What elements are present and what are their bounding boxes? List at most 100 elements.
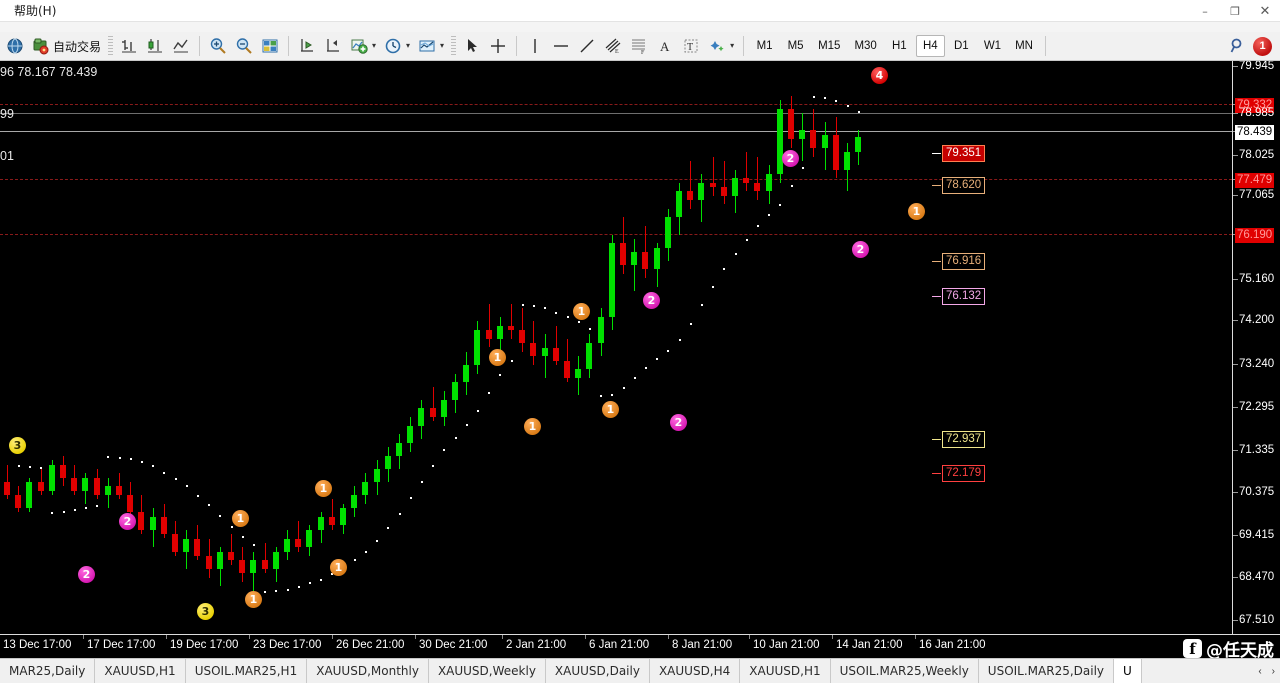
wave-marker-1[interactable]: 1 [524, 418, 541, 435]
indicators-caret-icon[interactable]: ▾ [372, 41, 377, 50]
price-tag-76916[interactable]: 76.916 [931, 253, 986, 270]
price-tag-78620[interactable]: 78.620 [931, 177, 986, 194]
toolbar-gripper-2[interactable] [451, 36, 457, 56]
price-tag-72937[interactable]: 72.937 [931, 431, 986, 448]
wave-marker-2[interactable]: 2 [852, 241, 869, 258]
wave-marker-1[interactable]: 1 [573, 303, 590, 320]
tab-prev-icon[interactable]: ‹ [1258, 665, 1262, 677]
price-scale[interactable]: 79.945 79.332 78.985 78.439 78.025 77.479 77.0… [1232, 61, 1280, 634]
wave-marker-3[interactable]: 3 [197, 603, 214, 620]
timeframe-mn[interactable]: MN [1015, 40, 1033, 52]
sar-dot [812, 95, 815, 98]
period-button[interactable]: ▾ [380, 33, 414, 59]
candle-body [295, 538, 302, 548]
timeframe-m15[interactable]: M15 [818, 40, 841, 52]
sar-dot [208, 504, 211, 507]
toolbar-gripper[interactable] [108, 36, 114, 56]
wave-marker-2[interactable]: 2 [670, 414, 687, 431]
wave-marker-1[interactable]: 1 [330, 559, 347, 576]
chart-tab-8[interactable]: USOIL.MAR25,Weekly [831, 659, 979, 683]
objects-button[interactable]: ▾ [704, 33, 738, 59]
sar-dot [611, 393, 614, 396]
sar-dot [633, 376, 636, 379]
price-tag-79351[interactable]: 79.351 [931, 145, 986, 162]
timeframe-d1[interactable]: D1 [953, 40, 969, 52]
indicators-button[interactable]: ▾ [346, 33, 380, 59]
wave-marker-1[interactable]: 1 [245, 591, 262, 608]
wave-marker-4[interactable]: 4 [871, 67, 888, 84]
chart-tab-7[interactable]: XAUUSD,H1 [740, 659, 831, 683]
wave-marker-1[interactable]: 1 [908, 203, 925, 220]
tab-next-icon[interactable]: › [1271, 665, 1275, 677]
wave-marker-3[interactable]: 3 [9, 437, 26, 454]
chart-tab-bar[interactable]: MAR25,Daily XAUUSD,H1 USOIL.MAR25,H1 XAUUSD… [0, 658, 1280, 683]
zoom-out-button[interactable] [231, 33, 257, 59]
time-tick [166, 635, 167, 639]
time-scale[interactable]: 13 Dec 17:00 17 Dec 17:00 19 Dec 17:00 23 D… [0, 634, 1280, 658]
text-button[interactable]: A [652, 33, 678, 59]
timeframe-h4[interactable]: H4 [915, 35, 945, 57]
chart-plot[interactable]: 96 78.167 78.439 99 01 3 2 2 3 1 1 1 1 1 1 1 1 2 2 2 2 1… [0, 61, 1232, 634]
wave-marker-1[interactable]: 1 [489, 349, 506, 366]
wave-marker-1[interactable]: 1 [232, 510, 249, 527]
notification-badge[interactable]: 1 [1253, 36, 1272, 56]
zoom-in-button[interactable] [205, 33, 231, 59]
timeframe-h1[interactable]: H1 [891, 40, 907, 52]
close-icon[interactable]: ✕ [1259, 3, 1271, 19]
price-scale-label-74200: 74.200 [1239, 314, 1275, 326]
timeframe-m1[interactable]: M1 [756, 40, 773, 52]
wave-marker-2[interactable]: 2 [782, 150, 799, 167]
price-scale-label-75160: 75.160 [1239, 273, 1275, 285]
chart-tab-3[interactable]: XAUUSD,Monthly [307, 659, 429, 683]
equidistant-channel-button[interactable]: E [600, 33, 626, 59]
line-chart-button[interactable] [168, 33, 194, 59]
tile-windows-button[interactable] [257, 33, 283, 59]
search-icon[interactable] [1229, 37, 1247, 55]
chart-tab-5[interactable]: XAUUSD,Daily [546, 659, 650, 683]
chart-tab-10[interactable]: U [1114, 659, 1142, 683]
chart-tab-2[interactable]: USOIL.MAR25,H1 [186, 659, 308, 683]
chart-tab-0[interactable]: MAR25,Daily [0, 659, 96, 683]
chart-tab-9[interactable]: USOIL.MAR25,Daily [979, 659, 1115, 683]
crosshair-button[interactable] [485, 33, 511, 59]
globe-button[interactable] [2, 33, 28, 59]
chart-tab-4[interactable]: XAUUSD,Weekly [429, 659, 546, 683]
autotrading-button[interactable]: 自动交易 [28, 33, 105, 59]
objects-caret-icon[interactable]: ▾ [730, 41, 735, 50]
chart-area[interactable]: 96 78.167 78.439 99 01 3 2 2 3 1 1 1 1 1 1 1 1 2 2 2 2 1… [0, 61, 1280, 658]
candlestick-chart-button[interactable] [142, 33, 168, 59]
price-tag-76132[interactable]: 76.132 [931, 288, 986, 305]
vertical-line-button[interactable] [522, 33, 548, 59]
tab-navigation[interactable]: ‹ › [1253, 659, 1280, 683]
chart-tab-6[interactable]: XAUUSD,H4 [650, 659, 741, 683]
wave-marker-1[interactable]: 1 [602, 401, 619, 418]
templates-caret-icon[interactable]: ▾ [440, 41, 445, 50]
minimize-icon[interactable]: – [1202, 4, 1208, 18]
trendline-button[interactable] [574, 33, 600, 59]
wave-marker-1[interactable]: 1 [315, 480, 332, 497]
fibonacci-button[interactable]: F [626, 33, 652, 59]
cursor-button[interactable] [459, 33, 485, 59]
candle-body [754, 182, 761, 192]
chart-tab-1[interactable]: XAUUSD,H1 [95, 659, 186, 683]
wave-marker-2[interactable]: 2 [78, 566, 95, 583]
wave-marker-2[interactable]: 2 [643, 292, 660, 309]
bar-chart-button[interactable] [116, 33, 142, 59]
period-caret-icon[interactable]: ▾ [406, 41, 411, 50]
horizontal-line-button[interactable] [548, 33, 574, 59]
sar-dot [577, 320, 580, 323]
scroll-end-button[interactable] [294, 33, 320, 59]
level-line-77479 [0, 179, 1232, 180]
restore-icon[interactable]: ❐ [1230, 4, 1240, 18]
timeframe-m30[interactable]: M30 [854, 40, 877, 52]
sar-dot [700, 303, 703, 306]
text-label-button[interactable]: T [678, 33, 704, 59]
ohlc-readout: 96 78.167 78.439 [0, 65, 98, 79]
price-tag-72179[interactable]: 72.179 [931, 465, 986, 482]
timeframe-w1[interactable]: W1 [983, 40, 1002, 52]
wave-marker-2[interactable]: 2 [119, 513, 136, 530]
price-tick [1233, 450, 1238, 451]
chart-shift-button[interactable] [320, 33, 346, 59]
templates-button[interactable]: ▾ [414, 33, 448, 59]
timeframe-m5[interactable]: M5 [787, 40, 804, 52]
